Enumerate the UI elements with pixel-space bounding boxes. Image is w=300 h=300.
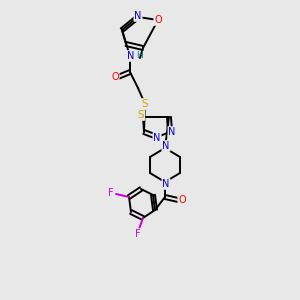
Text: H: H <box>136 50 143 59</box>
Text: O: O <box>111 72 119 82</box>
Text: F: F <box>108 188 114 198</box>
Text: O: O <box>178 195 186 205</box>
Text: N: N <box>162 141 170 151</box>
Text: N: N <box>168 127 176 137</box>
Text: N: N <box>153 133 161 143</box>
Text: N: N <box>134 11 142 21</box>
Text: N: N <box>162 179 170 189</box>
Text: S: S <box>142 99 148 109</box>
Text: O: O <box>154 15 162 25</box>
Text: F: F <box>135 229 141 239</box>
Text: N: N <box>127 51 135 61</box>
Text: S: S <box>138 110 144 120</box>
